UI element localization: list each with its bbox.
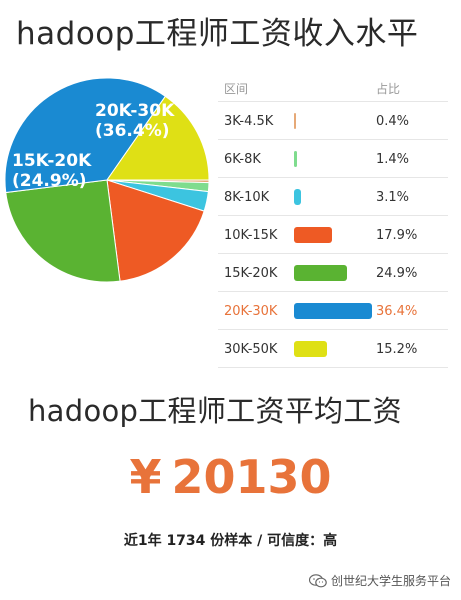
ratio-label: 24.9% xyxy=(376,266,418,281)
page-title: hadoop工程师工资收入水平 xyxy=(16,16,419,52)
salary-amount: 20130 xyxy=(171,450,332,504)
table-row-3k-4-5k: 3K-4.5K 0.4% xyxy=(218,102,448,140)
watermark-text: 创世纪大学生服务平台 xyxy=(330,574,451,588)
ratio-label: 1.4% xyxy=(376,152,410,167)
ratio-bar-30k-50k xyxy=(294,341,327,357)
wechat-icon xyxy=(308,573,327,587)
salary-distribution-table: 区间 占比 3K-4.5K 0.4% 6K-8K 1.4% 8K-10K 3.1% 10K-… xyxy=(218,74,448,368)
ratio-bar-8k-10k xyxy=(294,189,301,205)
pie-label-15k-20k-percent: (24.9%) xyxy=(12,171,87,191)
pie-label-20k-30k-percent: (36.4%) xyxy=(95,121,170,141)
ratio-header: 占比 xyxy=(376,82,401,96)
sample-note: 近1年 1734 份样本 / 可信度：高 xyxy=(123,533,338,549)
table-row-30k-50k: 30K-50K 15.2% xyxy=(218,330,448,368)
average-salary-title: hadoop工程师工资平均工资 xyxy=(28,394,402,428)
ratio-bar-3k-4-5k xyxy=(294,113,296,129)
ratio-label: 3.1% xyxy=(376,190,410,205)
range-label: 30K-50K xyxy=(224,342,278,357)
pie-label-15k-20k-name: 15K-20K xyxy=(12,151,92,171)
ratio-label: 17.9% xyxy=(376,228,418,243)
table-row-6k-8k: 6K-8K 1.4% xyxy=(218,140,448,178)
ratio-bar-6k-8k xyxy=(294,151,297,167)
range-label: 10K-15K xyxy=(224,228,278,243)
range-label: 15K-20K xyxy=(224,266,278,281)
range-header: 区间 xyxy=(224,82,249,96)
table-row-15k-20k: 15K-20K 24.9% xyxy=(218,254,448,292)
pie-slice-10k-15k xyxy=(106,179,205,282)
average-salary: ¥20130 xyxy=(0,450,461,504)
ratio-label: 36.4% xyxy=(376,304,418,319)
watermark: 创世纪大学生服务平台 xyxy=(308,572,451,589)
table-row-20k-30k: 20K-30K 36.4% xyxy=(218,292,448,330)
pie-slice-20k-30k xyxy=(4,77,167,194)
salary-pie-chart: 20K-30K(36.4%)15K-20K(24.9%) xyxy=(4,77,210,283)
pie-slice-15k-20k xyxy=(5,179,121,283)
ratio-bar-20k-30k xyxy=(294,303,372,319)
range-label: 8K-10K xyxy=(224,190,270,205)
table-header: 区间 占比 xyxy=(218,74,448,102)
pie-label-20k-30k-name: 20K-30K xyxy=(95,101,175,121)
range-label: 6K-8K xyxy=(224,152,261,167)
ratio-label: 0.4% xyxy=(376,114,410,129)
pie-slice-30k-50k xyxy=(106,95,210,181)
table-row-8k-10k: 8K-10K 3.1% xyxy=(218,178,448,216)
range-label: 20K-30K xyxy=(224,304,278,319)
ratio-bar-10k-15k xyxy=(294,227,333,243)
currency-symbol: ¥ xyxy=(129,450,162,504)
ratio-bar-15k-20k xyxy=(294,265,348,281)
table-row-10k-15k: 10K-15K 17.9% xyxy=(218,216,448,254)
range-label: 3K-4.5K xyxy=(224,114,274,129)
ratio-label: 15.2% xyxy=(376,342,418,357)
